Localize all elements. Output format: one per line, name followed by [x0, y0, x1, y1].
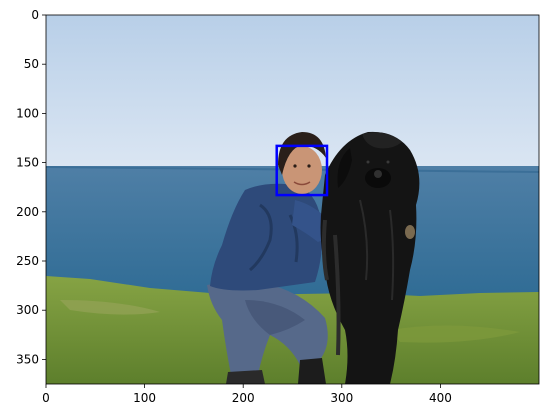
y-tick-label: 350: [16, 352, 39, 366]
dog-eye: [386, 160, 390, 164]
person-arm: [292, 200, 330, 242]
y-tick-label: 300: [16, 303, 39, 317]
person-face: [282, 146, 322, 194]
x-tick-label: 0: [42, 391, 50, 405]
dog-nose: [374, 170, 382, 178]
y-tick-label: 100: [16, 106, 39, 120]
y-tick-label: 250: [16, 254, 39, 268]
person-eye: [307, 164, 311, 168]
dog-eye: [366, 160, 370, 164]
dog-head-fur: [362, 132, 402, 149]
dog-fur-highlight: [359, 199, 395, 301]
y-tick-label: 50: [24, 57, 39, 71]
axes-frame: [45, 14, 540, 385]
person-jacket-fold: [249, 203, 273, 272]
grass-patch: [390, 325, 520, 343]
dog-tag: [405, 225, 415, 239]
dog-ear: [337, 148, 352, 188]
person-eye: [293, 164, 297, 168]
person-jeans-shade: [245, 300, 305, 335]
y-axis-ticks: 0 50 100 150 200 250 300 350: [16, 8, 46, 366]
dog-body: [320, 131, 420, 384]
y-tick-label: 0: [31, 8, 39, 22]
x-tick-label: 200: [232, 391, 255, 405]
x-tick-label: 100: [133, 391, 156, 405]
x-tick-label: 300: [330, 391, 353, 405]
person-jacket-fold: [288, 214, 299, 263]
grass-patch: [60, 300, 160, 315]
x-tick-label: 400: [429, 391, 452, 405]
y-tick-label: 150: [16, 156, 39, 170]
person-boot: [226, 370, 265, 384]
photo: [46, 15, 539, 384]
face-bounding-box: [275, 144, 329, 197]
x-axis-ticks: 0 100 200 300 400: [42, 384, 452, 405]
person-hair: [278, 132, 326, 175]
y-tick-label: 200: [16, 205, 39, 219]
person-mouth: [293, 181, 311, 186]
person-boot: [298, 358, 326, 384]
dog-leash: [321, 219, 341, 356]
